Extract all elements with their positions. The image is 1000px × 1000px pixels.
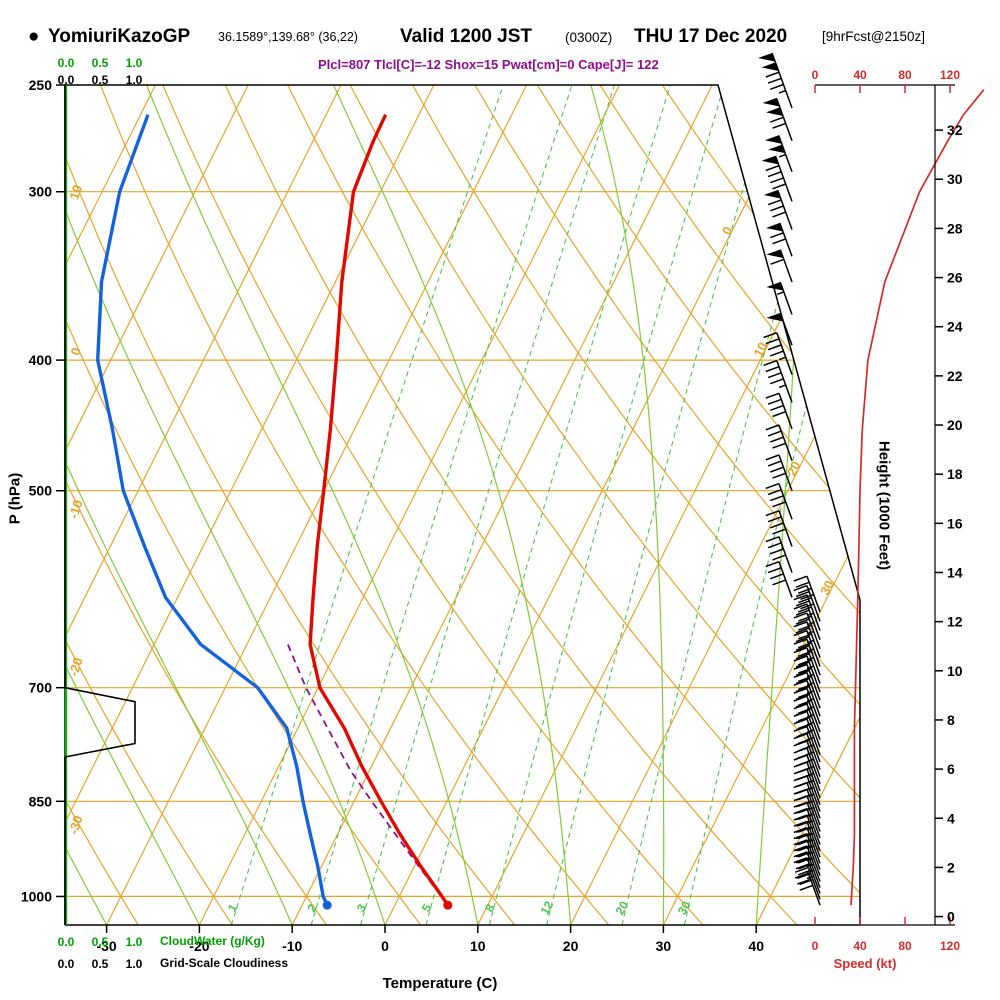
height-tick-label: 16: [947, 515, 963, 531]
valid-date: THU 17 Dec 2020: [634, 26, 788, 47]
cloudwater-label: CloudWater (g/Kg): [160, 934, 265, 948]
height-tick-label: 32: [947, 122, 963, 138]
speed-tick-top: 120: [940, 68, 960, 82]
pressure-axis-title: P (hPa): [6, 472, 24, 525]
mixing-ratio-label: 20: [613, 898, 632, 917]
speed-tick-top: 40: [853, 68, 867, 82]
wind-speed-curve: [850, 89, 985, 906]
cloudiness-scale-0b: 0.0: [57, 957, 75, 971]
cloudwater-scale-top: 0.0 0.5 1.0: [49, 54, 151, 72]
isotherm-label: 10: [751, 340, 771, 360]
height-tick-label: 8: [947, 712, 955, 728]
cloudiness-scale-05b: 0.5: [91, 957, 109, 971]
cloudiness-scale-1b: 1.0: [125, 957, 143, 971]
forecast-tag: [9hrFcst@2150z]: [822, 29, 925, 44]
temperature-tick-label: 40: [748, 938, 764, 954]
height-tick-label: 18: [947, 466, 963, 482]
pressure-tick-label: 300: [29, 184, 53, 200]
surface-temp-dot: [443, 900, 453, 910]
pressure-tick-label: 700: [29, 680, 53, 696]
temperature-axis-title: Temperature (C): [382, 975, 498, 992]
temperature-tick-label: 0: [381, 938, 389, 954]
cloudiness-scale-05: 0.5: [91, 73, 109, 87]
temperature-tick-label: -30: [96, 938, 116, 954]
cloudiness-scale-top: 0.0 0.5 1.0: [49, 71, 151, 89]
valid-zulu: (0300Z): [565, 30, 613, 45]
cloud-profiles: [64, 85, 136, 925]
cloudwater-scale-0: 0.0: [57, 56, 75, 70]
height-tick-label: 28: [947, 220, 963, 236]
speed-axis-title: Speed (kt): [833, 956, 897, 971]
pressure-tick-label: 400: [29, 352, 53, 368]
height-tick-label: 12: [947, 614, 963, 630]
pressure-tick-label: 250: [29, 77, 53, 93]
temperature-tick-label: 30: [656, 938, 672, 954]
pressure-tick-label: 850: [29, 793, 53, 809]
surface-dewpoint-dot: [322, 900, 332, 910]
skewt-grid: [65, 85, 860, 925]
cloudwater-scale-05: 0.5: [91, 56, 109, 70]
temperature-curve: [308, 113, 450, 907]
mixing-ratio-label: 12: [537, 898, 556, 917]
speed-tick-top: 0: [812, 68, 819, 82]
temperature-tick-label: 20: [563, 938, 579, 954]
dry-adiabat-label: -30: [66, 814, 86, 837]
isotherm-label: 30: [817, 578, 837, 598]
height-tick-label: 4: [947, 810, 955, 826]
station-bullet: ●: [28, 26, 40, 47]
speed-tick-top: 80: [898, 68, 912, 82]
stability-indices: Plcl=807 Tlcl[C]=-12 Shox=15 Pwat[cm]=0 …: [318, 57, 659, 72]
speed-tick-bottom: 0: [812, 939, 819, 953]
height-tick-label: 10: [947, 663, 963, 679]
speed-tick-bottom: 40: [853, 939, 867, 953]
dry-adiabat-label: -20: [66, 656, 86, 679]
height-tick-label: 2: [947, 859, 955, 875]
speed-tick-bottom: 80: [898, 939, 912, 953]
wind-barbs: [758, 52, 821, 906]
temperature-tick-label: -20: [189, 938, 209, 954]
dry-adiabat-label: 10: [66, 183, 85, 201]
mixing-ratio-label: 30: [675, 898, 694, 917]
cloudwater-scale-1: 1.0: [125, 56, 143, 70]
valid-time: Valid 1200 JST: [400, 26, 533, 47]
height-tick-label: 20: [947, 417, 963, 433]
height-tick-label: 6: [947, 761, 955, 777]
speed-tick-bottom: 120: [940, 939, 960, 953]
cloudiness-scale-bottom: 0.0 0.5 1.0: [49, 955, 151, 973]
sounding-curves: [96, 113, 453, 910]
temperature-tick-label: 10: [470, 938, 486, 954]
pressure-tick-label: 500: [29, 483, 53, 499]
dewpoint-curve: [96, 114, 329, 906]
cloudwater-scale-1b: 1.0: [125, 935, 143, 949]
height-tick-label: 30: [947, 171, 963, 187]
station-coords: 36.1589°,139.68° (36,22): [218, 30, 358, 44]
cloudwater-scale-0b: 0.0: [57, 935, 75, 949]
height-axis-title: Height (1000 Feet): [875, 440, 893, 571]
height-tick-label: 0: [947, 909, 955, 925]
height-tick-label: 24: [947, 319, 963, 335]
isotherm-label: 20: [784, 459, 804, 479]
height-tick-label: 14: [947, 564, 963, 580]
temperature-tick-label: -10: [282, 938, 302, 954]
cloudiness-scale-1: 1.0: [125, 73, 143, 87]
height-tick-label: 26: [947, 270, 963, 286]
dry-adiabat-label: -10: [66, 498, 86, 521]
pressure-tick-label: 1000: [21, 888, 52, 904]
cloudiness-label: Grid-Scale Cloudiness: [160, 956, 289, 970]
station-name: YomiuriKazoGP: [48, 26, 191, 47]
cloudiness-scale-0: 0.0: [57, 73, 75, 87]
cloudwater-scale-bottom: 0.0 0.5 1.0: [49, 933, 151, 951]
dry-adiabat-label: 0: [67, 346, 84, 358]
cloudwater-scale-05b: 0.5: [91, 935, 109, 949]
parcel-curve: [286, 643, 449, 906]
height-tick-label: 22: [947, 368, 963, 384]
